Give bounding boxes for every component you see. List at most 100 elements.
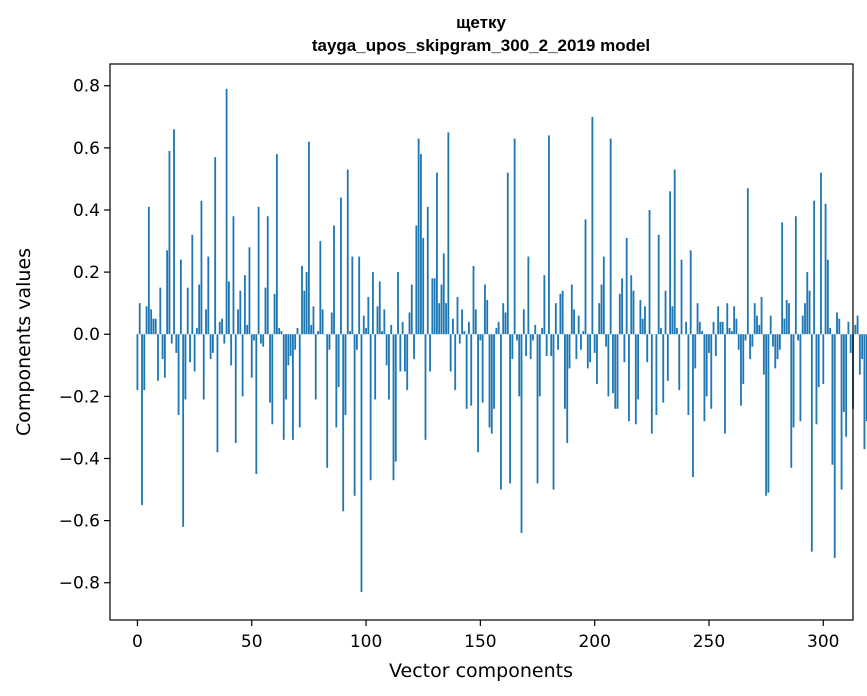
- bar: [413, 334, 415, 360]
- bar: [689, 250, 692, 335]
- bar: [637, 334, 640, 400]
- bar: [349, 331, 351, 335]
- bar: [168, 150, 171, 335]
- bar: [518, 334, 521, 397]
- bar: [371, 272, 374, 335]
- bar: [772, 334, 774, 347]
- bar: [401, 321, 404, 335]
- bar: [141, 334, 143, 506]
- bar: [198, 284, 201, 335]
- bar: [287, 334, 290, 366]
- bar: [806, 272, 809, 335]
- bar: [664, 290, 667, 335]
- bar: [634, 334, 637, 425]
- bar: [632, 290, 635, 335]
- bar: [317, 331, 319, 335]
- bar: [756, 315, 758, 335]
- bar: [296, 328, 299, 335]
- bar: [262, 334, 265, 347]
- bar: [815, 334, 818, 425]
- bar: [554, 303, 557, 335]
- bar: [241, 334, 244, 397]
- bar: [154, 318, 157, 335]
- bar: [767, 334, 770, 493]
- bar: [422, 237, 425, 335]
- bar: [328, 334, 331, 350]
- bar: [186, 287, 189, 335]
- chart-subtitle: tayga_upos_skipgram_300_2_2019 model: [312, 36, 650, 55]
- bar: [246, 324, 249, 335]
- bar: [452, 318, 454, 335]
- bar: [797, 334, 800, 341]
- bar: [472, 265, 475, 335]
- bar: [145, 306, 148, 335]
- bar: [461, 309, 463, 335]
- bar: [367, 296, 370, 335]
- bar: [257, 206, 260, 335]
- bar: [211, 334, 214, 353]
- plot-frame: [109, 63, 854, 621]
- bar: [486, 300, 489, 335]
- bar: [568, 334, 571, 369]
- bar: [673, 169, 676, 335]
- bar: [760, 296, 763, 335]
- bar: [580, 334, 582, 350]
- bar: [621, 278, 624, 335]
- bar: [765, 334, 768, 496]
- x-tick-label: 300: [807, 632, 839, 652]
- x-tick-label: 250: [693, 632, 725, 652]
- bar: [847, 321, 850, 335]
- bar: [319, 241, 322, 335]
- bar: [509, 334, 511, 484]
- bar: [694, 334, 697, 369]
- bar: [342, 334, 345, 512]
- bar: [285, 334, 287, 400]
- bar: [552, 334, 555, 490]
- bar: [175, 334, 178, 353]
- bar: [239, 290, 242, 335]
- bar: [714, 334, 717, 356]
- bar: [456, 296, 459, 335]
- bar: [237, 309, 239, 335]
- bar: [790, 334, 793, 468]
- bar: [271, 334, 274, 425]
- bar: [376, 306, 379, 335]
- bar: [826, 259, 829, 335]
- bar: [532, 334, 534, 341]
- bar: [820, 172, 822, 335]
- bar: [381, 331, 383, 335]
- bar: [845, 334, 848, 437]
- bar: [307, 141, 310, 335]
- bar: [369, 334, 372, 481]
- bar: [463, 331, 466, 335]
- bar: [436, 172, 438, 335]
- bar: [724, 334, 726, 434]
- bar: [630, 275, 633, 335]
- bar: [209, 334, 212, 360]
- y-tick-label: 0.4: [73, 201, 100, 221]
- bar: [138, 303, 141, 335]
- bar: [781, 222, 784, 335]
- bar: [836, 312, 838, 335]
- bar: [179, 259, 182, 335]
- bar: [858, 334, 861, 375]
- bar: [792, 334, 795, 428]
- bar: [355, 334, 358, 350]
- bar: [424, 334, 427, 440]
- bar: [676, 328, 678, 335]
- bar: [335, 334, 338, 428]
- x-tick-label: 150: [464, 632, 496, 652]
- bar: [799, 334, 802, 422]
- bar: [753, 303, 756, 335]
- bar: [575, 334, 578, 360]
- bar: [570, 284, 573, 335]
- bar: [465, 334, 468, 409]
- bar: [584, 219, 587, 335]
- bar: [447, 132, 450, 335]
- bar: [737, 334, 740, 350]
- bar: [312, 306, 315, 335]
- bar: [698, 321, 701, 335]
- y-axis-ticks: −0.8 −0.6 −0.4 −0.2 0.0 0.2 0.4 0.6 0.8: [59, 77, 110, 594]
- bar: [266, 216, 269, 335]
- y-tick-label: −0.6: [59, 512, 100, 532]
